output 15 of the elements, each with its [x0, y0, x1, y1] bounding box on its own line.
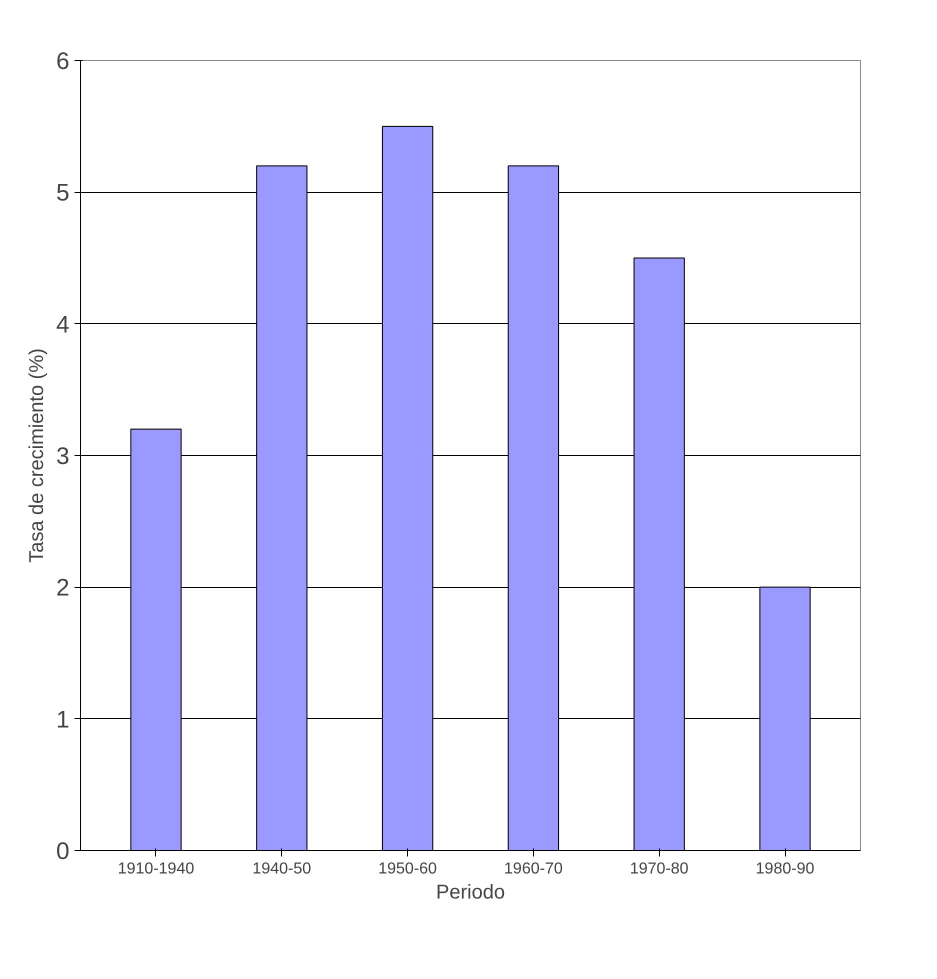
- y-tick-label: 4: [56, 311, 70, 338]
- x-tick-label: 1970-80: [630, 860, 689, 878]
- y-tick-label: 2: [56, 574, 70, 602]
- y-tick-label: 3: [56, 443, 70, 470]
- x-tick-label: 1940-50: [252, 860, 312, 878]
- y-tick-label: 1: [56, 706, 70, 734]
- y-tick-label: 0: [56, 838, 70, 865]
- x-tick-label: 1980-90: [756, 860, 814, 878]
- x-axis-title: Periodo: [436, 882, 505, 904]
- y-tick-label: 6: [56, 48, 70, 75]
- x-tick-label: 1950-60: [378, 860, 438, 878]
- y-tick-label: 5: [56, 180, 70, 207]
- x-tick-label: 1960-70: [504, 860, 563, 878]
- y-axis-title: Tasa de crecimiento (%): [26, 348, 48, 563]
- x-tick-label: 1910-1940: [118, 860, 194, 878]
